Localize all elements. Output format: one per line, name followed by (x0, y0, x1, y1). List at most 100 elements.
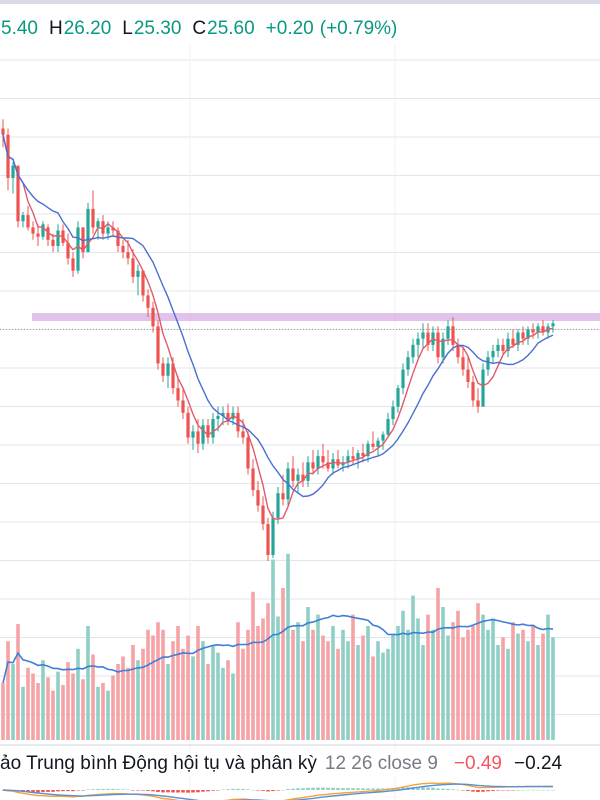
volume-bar (26, 667, 30, 740)
macd-histogram-bar (156, 790, 160, 792)
macd-histogram-bar (261, 790, 265, 791)
candle-up (536, 326, 540, 333)
candle-down (321, 456, 325, 463)
macd-histogram-bar (316, 787, 320, 790)
volume-bar (446, 635, 450, 740)
candle-down (236, 412, 240, 432)
macd-histogram-bar (441, 788, 445, 790)
candle-down (301, 474, 305, 481)
volume-bar (296, 622, 300, 740)
volume-bar (76, 648, 80, 740)
volume-bar (46, 677, 50, 740)
volume-bar (391, 633, 395, 740)
volume-ma-line (2, 614, 554, 684)
close-label: C (192, 18, 207, 39)
volume-bar (136, 660, 140, 740)
volume-bar (291, 629, 295, 740)
candle-down (151, 307, 155, 327)
volume-bar (86, 626, 90, 740)
macd-histogram-bar (51, 790, 55, 792)
volume-bar (101, 683, 105, 740)
candle-down (116, 230, 120, 246)
candle-down (541, 326, 545, 333)
candle-down (266, 524, 270, 555)
candle-up (401, 369, 405, 389)
macd-histogram-bar (246, 789, 250, 790)
macd-histogram-bar (116, 789, 120, 790)
volume-bar (386, 648, 390, 740)
macd-histogram-bar (341, 788, 345, 790)
volume-bar (461, 637, 465, 740)
volume-bar (271, 559, 275, 740)
candle-up (201, 425, 205, 444)
candle-down (66, 242, 70, 259)
change-value: +0.20 (265, 18, 314, 39)
ma-slow-line (2, 134, 554, 498)
candle-up (76, 227, 80, 271)
macd-value-1: −0.49 (453, 753, 502, 774)
volume-bar (436, 588, 440, 740)
volume-bar (311, 629, 315, 740)
macd-histogram-bar (451, 789, 455, 790)
macd-histogram-bar (536, 789, 540, 791)
volume-bar (331, 626, 335, 740)
candle-down (531, 329, 535, 333)
volume-bar (66, 662, 70, 740)
volume-bar (36, 683, 40, 740)
candle-down (91, 208, 95, 228)
macd-pane (0, 744, 600, 800)
macd-histogram-bar (421, 787, 425, 790)
volume-bar (411, 595, 415, 740)
candle-down (436, 332, 440, 358)
macd-histogram-bar (461, 790, 465, 791)
volume-ma-line (2, 614, 554, 684)
macd-histogram-bar (516, 789, 520, 791)
macd-histogram-bar (531, 789, 535, 791)
volume-bar (426, 614, 430, 740)
volume-bar (501, 637, 505, 740)
candle-down (476, 400, 480, 407)
candle-up (356, 453, 360, 460)
macd-histogram-bar (456, 789, 460, 791)
macd-histogram-bar (96, 788, 100, 790)
volume-bar (166, 664, 170, 740)
volume-bar (241, 648, 245, 740)
macd-histogram-bar (176, 790, 180, 793)
candle-down (251, 468, 255, 491)
macd-histogram-bar (81, 790, 85, 791)
macd-histogram-bar (301, 788, 305, 790)
candle-down (281, 493, 285, 500)
candle-down (326, 462, 330, 469)
volume-bar (106, 690, 110, 740)
candle-down (451, 326, 455, 345)
volume-bar (521, 629, 525, 740)
volume-bar (401, 610, 405, 740)
macd-histogram-bar (31, 790, 35, 793)
volume-bar (221, 667, 225, 740)
candle-down (71, 258, 75, 271)
volume-bar (216, 652, 220, 740)
macd-histogram-bar (471, 790, 475, 792)
volume-bar (211, 645, 215, 740)
candle-down (51, 239, 55, 246)
volume-bar (141, 648, 145, 740)
volume-bar (51, 690, 55, 740)
macd-histogram-bar (36, 790, 40, 793)
candle-down (1, 128, 5, 135)
macd-histogram-bar (71, 790, 75, 792)
candle-up (506, 338, 510, 352)
candle-down (206, 425, 210, 438)
volume-bar (341, 629, 345, 740)
macd-legend[interactable]: ảo Trung bình Động hội tụ và phân kỳ 12 … (0, 751, 563, 777)
volume-bar (381, 652, 385, 740)
macd-histogram-bar (236, 788, 240, 790)
candle-up (41, 224, 45, 237)
macd-histogram-bar (306, 787, 310, 790)
macd-histogram-bar (86, 789, 90, 791)
macd-histogram-bar (106, 788, 110, 790)
macd-histogram-bar (186, 790, 190, 793)
candle-down (81, 227, 85, 253)
macd-histogram-bar (221, 789, 225, 791)
candle-up (136, 270, 140, 277)
